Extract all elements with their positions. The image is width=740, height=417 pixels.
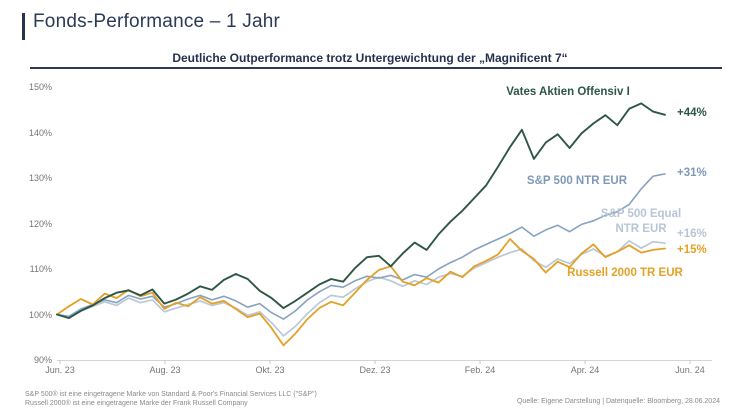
x-axis-tick-label: Apr. 24: [570, 365, 600, 375]
series-line-3: [56, 238, 666, 347]
y-axis-tick-label: 120%: [28, 218, 52, 229]
series-label-vates: Vates Aktien Offensiv I: [506, 86, 630, 98]
series-label-sp500-ntr: S&P 500 NTR EUR: [526, 175, 628, 187]
footer-source-note: Quelle: Eigene Darstellung | Datenquelle…: [516, 398, 720, 405]
chart-subtitle: Deutliche Outperformance trotz Untergewi…: [172, 51, 568, 65]
series-line-1: [56, 173, 666, 320]
footer-trademark-line1: S&P 500® ist eine eingetragene Marke von…: [25, 391, 317, 398]
series-label-sp500-equal: S&P 500 Equal NTR EUR: [600, 208, 682, 235]
series-label-russell: Russell 2000 TR EUR: [567, 267, 683, 279]
y-axis-tick-label: 150%: [28, 82, 52, 92]
y-axis-tick-label: 140%: [28, 127, 52, 138]
page-title: Fonds-Performance – 1 Jahr: [33, 11, 281, 32]
series-line-0: [56, 102, 666, 320]
annotation-sp500-ntr-return: +31%: [677, 167, 707, 179]
y-axis-tick-label: 100%: [28, 309, 52, 320]
y-axis-tick-label: 90%: [33, 355, 52, 365]
annotation-russell-return: +15%: [677, 244, 707, 256]
x-axis-tick-label: Jun. 23: [45, 365, 75, 375]
subtitle-divider: [30, 67, 722, 69]
footer-trademark-note: S&P 500® ist eine eingetragene Marke von…: [25, 391, 317, 408]
x-axis-tick-label: Aug. 23: [149, 365, 181, 375]
annotation-sp500-equal-return: +16%: [677, 228, 707, 240]
x-axis-tick-label: Dez. 23: [359, 365, 391, 375]
x-axis-tick-label: Feb. 24: [464, 365, 496, 375]
y-axis-tick-label: 110%: [29, 264, 52, 274]
title-accent-bar: [22, 13, 25, 40]
x-axis-tick-label: Jun. 24: [675, 365, 705, 375]
footer-trademark-line2: Russell 2000® ist eine eingetragene Mark…: [25, 399, 248, 407]
y-axis-tick-label: 130%: [28, 173, 52, 183]
annotation-vates-return: +44%: [677, 107, 707, 119]
series-line-2: [56, 239, 666, 337]
x-axis-tick-label: Okt. 23: [255, 365, 285, 375]
